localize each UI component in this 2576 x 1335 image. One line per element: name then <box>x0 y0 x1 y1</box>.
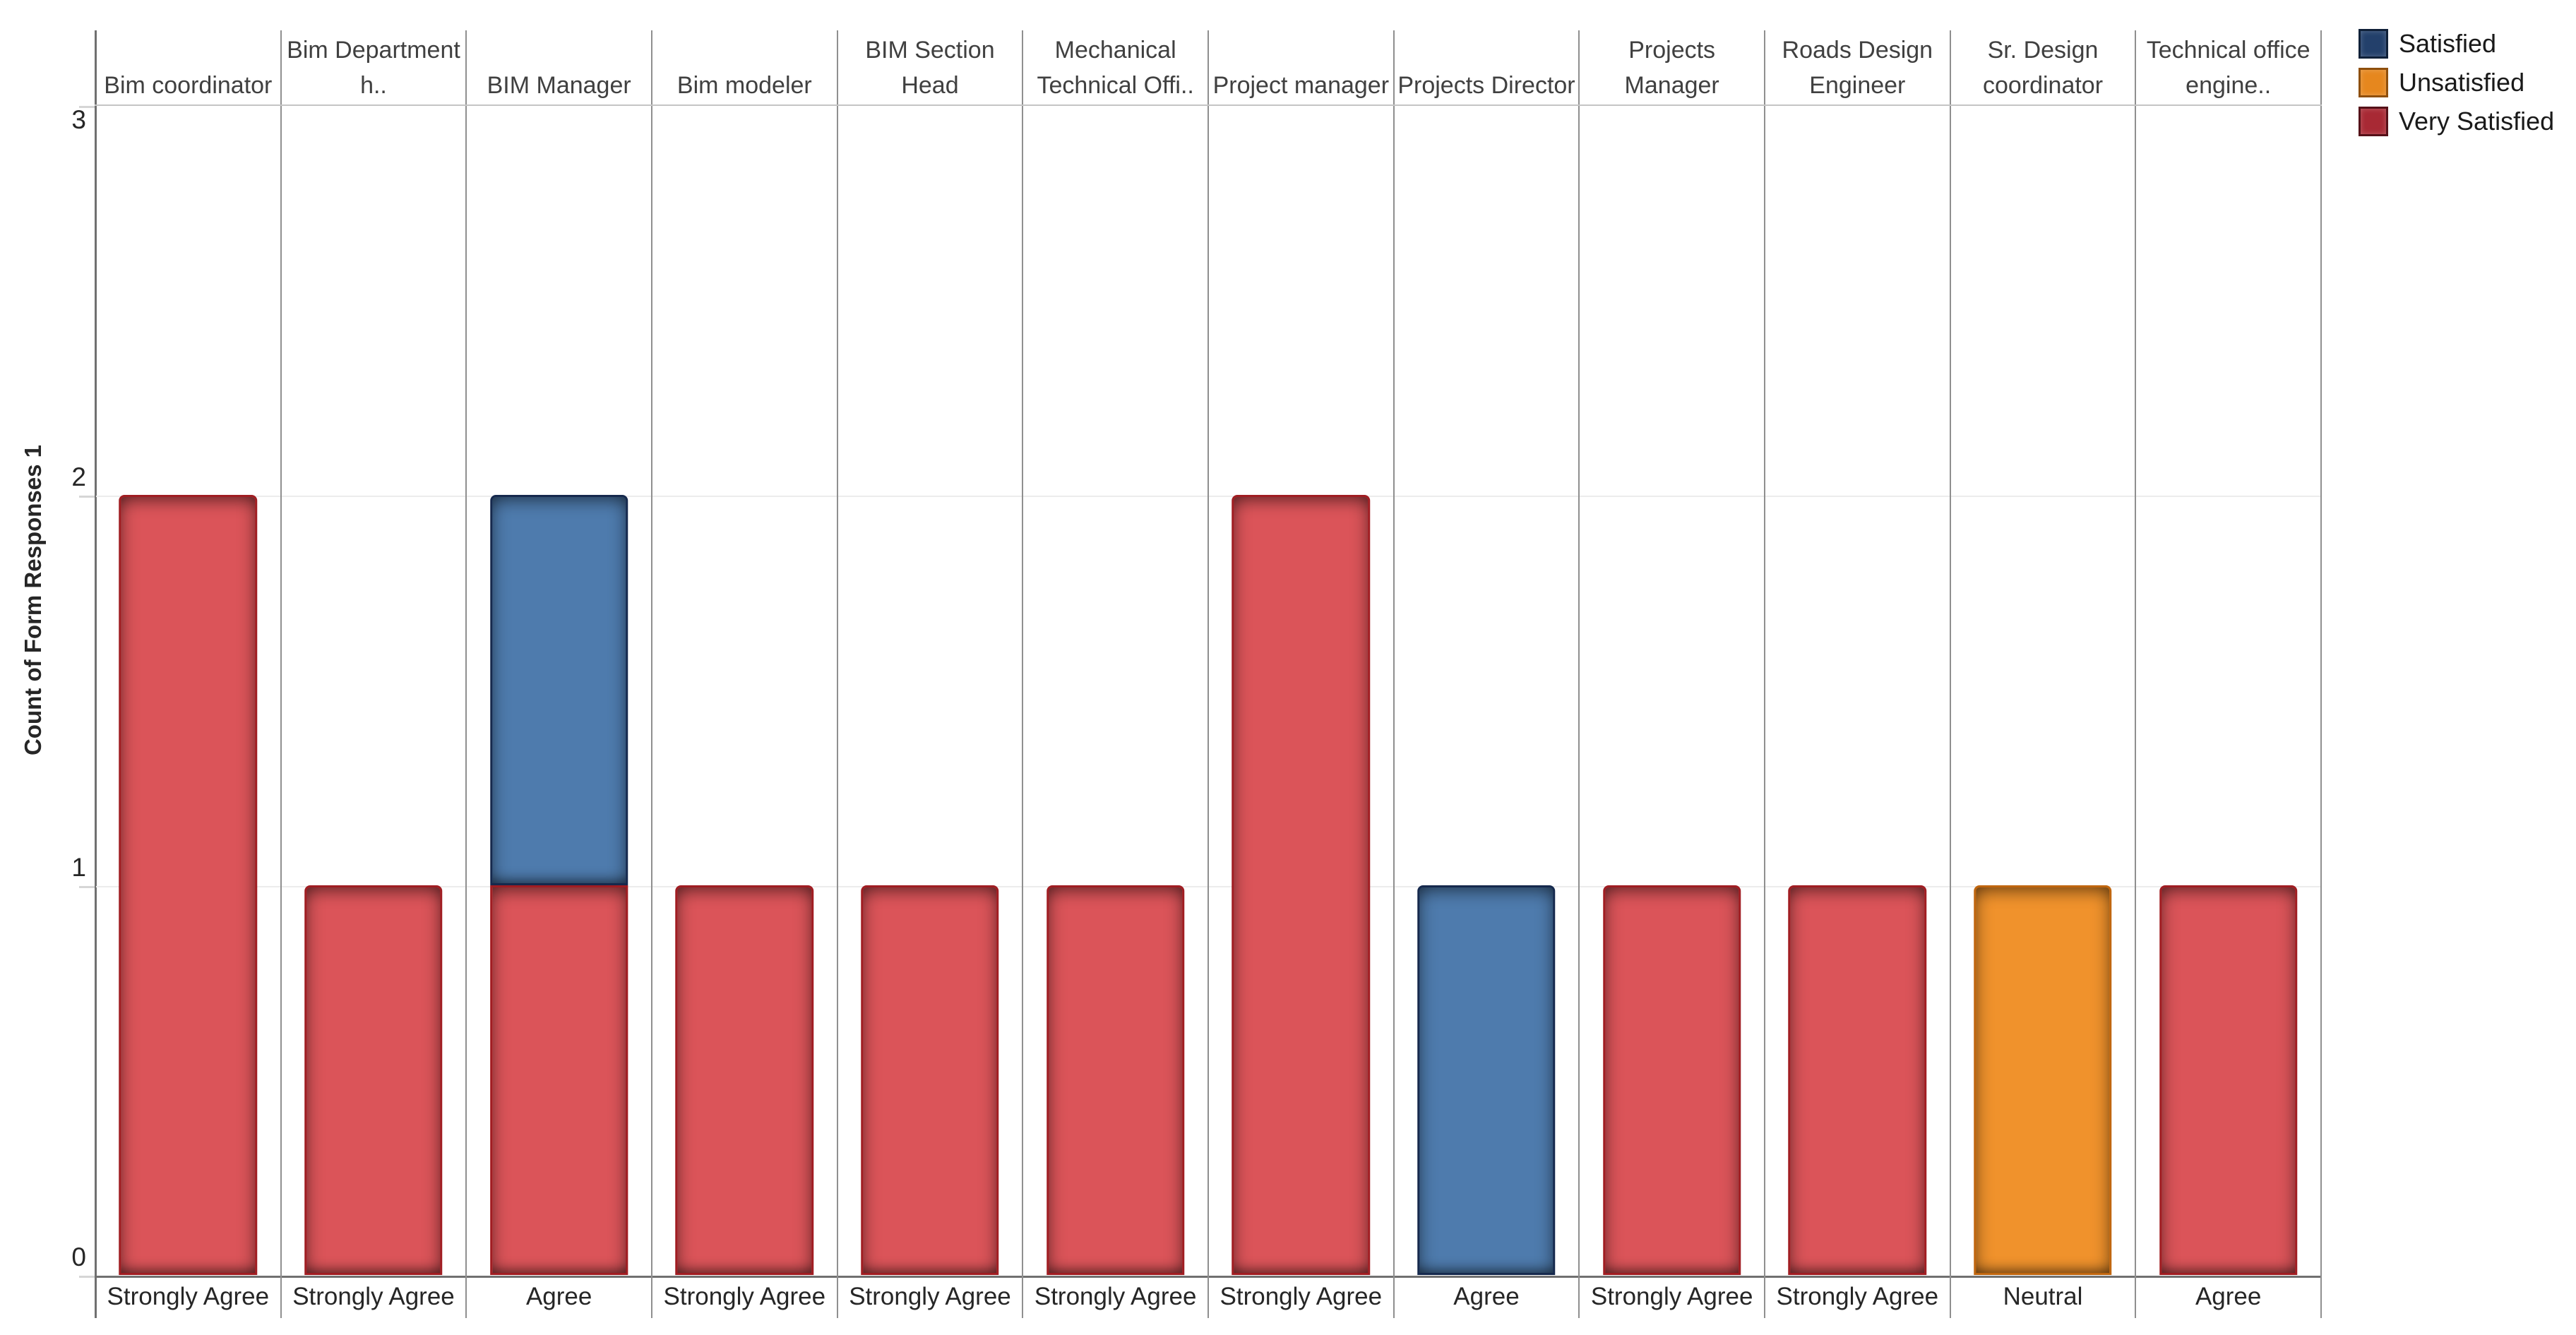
panel-plot-cell <box>652 106 838 1276</box>
legend-label: Satisfied <box>2399 29 2497 58</box>
bar[interactable] <box>1417 885 1556 1275</box>
panel-header: BIM Section Head <box>838 30 1024 104</box>
bar[interactable] <box>2159 885 2298 1275</box>
panel-header-text: Project manager <box>1212 72 1390 99</box>
panel-header-text: BIM Manager <box>487 72 631 99</box>
panel-header: Technical office engine.. <box>2136 30 2322 104</box>
bar-segment-very-satisfied[interactable] <box>119 495 258 1275</box>
bar-segment-very-satisfied[interactable] <box>1788 885 1927 1275</box>
panel-header: Bim Department h.. <box>282 30 467 104</box>
legend-label: Very Satisfied <box>2399 107 2555 136</box>
panel-plot-cell <box>282 106 467 1276</box>
panel-plot-cell <box>1951 106 2137 1276</box>
plot-area <box>96 106 2322 1276</box>
panel-header: Bim modeler <box>652 30 838 104</box>
x-axis-label-row: Strongly Agree Strongly Agree Agree Strongl… <box>96 1276 2322 1318</box>
y-tick-label: 1 <box>71 852 86 882</box>
panel-header-text: Sr. Design coordinator <box>1982 37 2104 99</box>
panel-header: Roads Design Engineer <box>1765 30 1951 104</box>
panel-plot-cell <box>1765 106 1951 1276</box>
y-tick-mark <box>79 496 95 498</box>
header-separator-line <box>95 104 2322 106</box>
x-axis-label: Agree <box>467 1276 652 1318</box>
panel-plot-cell <box>1395 106 1580 1276</box>
panel-header-text: Projects Manager <box>1624 37 1719 99</box>
bar-segment-satisfied[interactable] <box>1417 885 1556 1275</box>
panel-header: Mechanical Technical Offi.. <box>1023 30 1209 104</box>
bar[interactable] <box>1788 885 1927 1275</box>
bar[interactable] <box>1046 885 1185 1275</box>
legend-item[interactable]: Very Satisfied <box>2359 107 2554 136</box>
bar[interactable] <box>1974 885 2112 1275</box>
panel-plot-cell <box>838 106 1024 1276</box>
x-axis-label: Agree <box>1395 1276 1580 1318</box>
x-axis-label: Strongly Agree <box>1580 1276 1765 1318</box>
legend-swatch-satisfied <box>2359 29 2388 59</box>
bar-segment-satisfied[interactable] <box>489 495 628 885</box>
bar-segment-very-satisfied[interactable] <box>304 885 443 1275</box>
panel-header-text: Bim Department h.. <box>287 37 460 99</box>
panel-header: Project manager <box>1209 30 1395 104</box>
panel-plot-cell <box>1023 106 1209 1276</box>
panel-header-text: Roads Design Engineer <box>1782 37 1933 99</box>
bar-segment-unsatisfied[interactable] <box>1974 885 2112 1275</box>
panel-plot-cell <box>2136 106 2322 1276</box>
bar-segment-very-satisfied[interactable] <box>675 885 814 1275</box>
x-axis-label: Agree <box>2136 1276 2322 1318</box>
legend-swatch-very-satisfied <box>2359 107 2388 136</box>
panel-plot-cell <box>467 106 652 1276</box>
y-tick-label: 3 <box>71 105 86 134</box>
panel-plot-cell <box>1580 106 1765 1276</box>
bar-segment-very-satisfied[interactable] <box>489 885 628 1275</box>
panel-header: Projects Director <box>1395 30 1580 104</box>
panel-header-text: Bim coordinator <box>104 72 273 99</box>
panel-header-row: Bim coordinator Bim Department h.. BIM Man… <box>96 30 2322 104</box>
panel-header-text: BIM Section Head <box>865 37 995 99</box>
bar-segment-very-satisfied[interactable] <box>861 885 999 1275</box>
panel-header-text: Mechanical Technical Offi.. <box>1037 37 1194 99</box>
bar[interactable] <box>675 885 814 1275</box>
legend: Satisfied Unsatisfied Very Satisfied <box>2359 29 2554 145</box>
bar[interactable] <box>119 495 258 1275</box>
x-axis-label: Neutral <box>1951 1276 2137 1318</box>
panel-header: Bim coordinator <box>96 30 282 104</box>
y-tick-mark <box>79 1276 95 1278</box>
panel-plot-cell <box>1209 106 1395 1276</box>
panel-plot-cell <box>96 106 282 1276</box>
bar[interactable] <box>304 885 443 1275</box>
panel-header-text: Projects Director <box>1397 72 1575 99</box>
y-axis-line <box>95 30 97 1318</box>
legend-swatch-unsatisfied <box>2359 68 2388 97</box>
bar-segment-very-satisfied[interactable] <box>2159 885 2298 1275</box>
bar[interactable] <box>1232 495 1371 1275</box>
panel-header-text: Bim modeler <box>676 72 812 99</box>
bar-segment-very-satisfied[interactable] <box>1232 495 1371 1275</box>
y-tick-mark <box>79 106 95 108</box>
x-axis-label: Strongly Agree <box>96 1276 282 1318</box>
y-tick-label: 2 <box>71 462 86 492</box>
x-axis-label: Strongly Agree <box>1765 1276 1951 1318</box>
bar[interactable] <box>489 495 628 1275</box>
bar[interactable] <box>861 885 999 1275</box>
panel-header: BIM Manager <box>467 30 652 104</box>
panel-header: Projects Manager <box>1580 30 1765 104</box>
y-tick-mark <box>79 885 95 888</box>
x-axis-label: Strongly Agree <box>652 1276 838 1318</box>
x-axis-label: Strongly Agree <box>838 1276 1024 1318</box>
y-tick-label: 0 <box>71 1243 86 1271</box>
gridline <box>96 496 2322 498</box>
panel-header-text: Technical office engine.. <box>2146 37 2310 99</box>
bar-segment-very-satisfied[interactable] <box>1046 885 1185 1275</box>
x-axis-label: Strongly Agree <box>282 1276 467 1318</box>
panel-header: Sr. Design coordinator <box>1951 30 2137 104</box>
legend-item[interactable]: Satisfied <box>2359 29 2554 59</box>
x-axis-label: Strongly Agree <box>1209 1276 1395 1318</box>
legend-label: Unsatisfied <box>2399 68 2525 97</box>
x-axis-label: Strongly Agree <box>1023 1276 1209 1318</box>
bar[interactable] <box>1602 885 1741 1275</box>
bar-segment-very-satisfied[interactable] <box>1602 885 1741 1275</box>
gridline <box>96 885 2322 887</box>
legend-item[interactable]: Unsatisfied <box>2359 68 2554 97</box>
